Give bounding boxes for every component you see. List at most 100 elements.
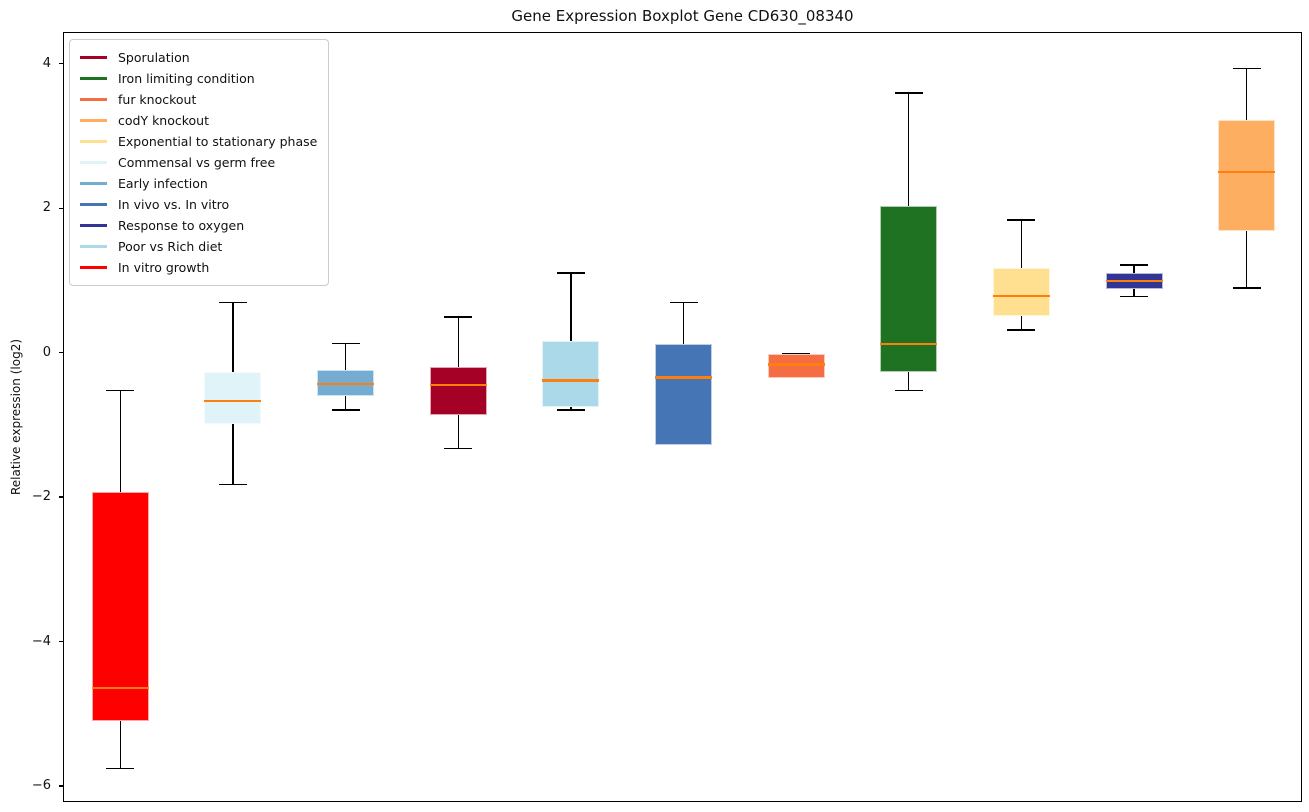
y-tick-label: 2 xyxy=(42,200,51,216)
median-line xyxy=(992,294,1050,297)
lower-whisker-cap xyxy=(1007,329,1036,331)
median-line xyxy=(655,376,712,379)
upper-whisker-cap xyxy=(1007,219,1036,221)
legend-label: Iron limiting condition xyxy=(118,71,255,86)
legend-item: Sporulation xyxy=(80,47,317,68)
median-line xyxy=(880,343,938,346)
legend-color-swatch xyxy=(80,140,107,143)
y-tick-mark xyxy=(59,352,64,354)
legend-color-swatch xyxy=(80,182,107,185)
lower-whisker xyxy=(119,720,121,769)
boxplot-box xyxy=(542,341,600,408)
legend-item: In vitro growth xyxy=(80,257,317,278)
lower-whisker-cap xyxy=(106,767,135,770)
lower-whisker-cap xyxy=(894,389,923,392)
lower-whisker-cap xyxy=(556,409,585,411)
legend-label: fur knockout xyxy=(118,92,197,107)
lower-whisker-cap xyxy=(444,447,473,450)
y-tick-label: −2 xyxy=(31,489,51,505)
legend-item: fur knockout xyxy=(80,89,317,110)
legend-color-swatch xyxy=(80,161,107,164)
upper-whisker xyxy=(908,92,910,207)
upper-whisker xyxy=(1020,220,1023,269)
legend-item: Early infection xyxy=(80,173,317,194)
boxplot-box xyxy=(655,344,712,445)
upper-whisker-cap xyxy=(331,342,360,345)
y-tick-mark xyxy=(59,496,64,498)
lower-whisker xyxy=(1133,289,1135,297)
legend-label: Response to oxygen xyxy=(118,218,245,233)
median-line xyxy=(317,382,375,386)
y-tick-mark xyxy=(59,640,64,643)
legend-item: codY knockout xyxy=(80,110,317,131)
y-tick-label: −6 xyxy=(31,778,51,794)
median-line xyxy=(429,383,487,386)
legend-item: Exponential to stationary phase xyxy=(80,131,317,152)
legend-color-swatch xyxy=(80,266,107,269)
legend-item: Response to oxygen xyxy=(80,215,317,236)
legend-item: Poor vs Rich diet xyxy=(80,236,317,257)
y-tick-label: 0 xyxy=(42,344,51,360)
upper-whisker-cap xyxy=(1120,264,1149,266)
upper-whisker-cap xyxy=(218,301,247,304)
legend-color-swatch xyxy=(80,56,107,59)
chart-title: Gene Expression Boxplot Gene CD630_08340 xyxy=(511,7,854,25)
lower-whisker xyxy=(1245,230,1248,288)
upper-whisker-cap xyxy=(444,316,473,318)
legend-item: Commensal vs germ free xyxy=(80,152,317,173)
boxplot-box xyxy=(429,367,487,416)
y-tick-mark xyxy=(59,207,64,209)
y-tick-mark xyxy=(59,63,64,65)
boxplot-box xyxy=(1218,119,1276,231)
lower-whisker-cap xyxy=(218,483,247,486)
legend-color-swatch xyxy=(80,203,107,206)
median-line xyxy=(91,687,149,690)
legend-color-swatch xyxy=(80,98,107,101)
upper-whisker xyxy=(682,302,685,345)
boxplot-box xyxy=(992,268,1050,317)
legend: Sporulation Iron limiting condition fur kn… xyxy=(69,39,330,286)
boxplot-box xyxy=(880,206,938,372)
legend-label: Commensal vs germ free xyxy=(118,155,276,170)
plot-area: Sporulation Iron limiting condition fur kn… xyxy=(63,32,1302,802)
boxplot-box xyxy=(91,491,149,721)
median-line xyxy=(767,363,825,366)
median-line xyxy=(1218,170,1276,173)
legend-label: Early infection xyxy=(118,176,208,191)
boxplot-box xyxy=(317,369,375,396)
legend-item: Iron limiting condition xyxy=(80,68,317,89)
legend-color-swatch xyxy=(80,224,107,227)
y-axis: 4 2 0 −2 −4 −6 xyxy=(0,32,64,802)
lower-whisker-cap xyxy=(1120,295,1149,298)
upper-whisker xyxy=(232,302,234,372)
upper-whisker-cap xyxy=(894,92,923,94)
upper-whisker-cap xyxy=(556,272,585,274)
lower-whisker xyxy=(570,407,572,411)
upper-whisker-cap xyxy=(106,389,135,392)
upper-whisker xyxy=(457,316,459,368)
legend-label: Sporulation xyxy=(118,50,190,65)
y-tick-label: 4 xyxy=(42,55,51,71)
legend-label: codY knockout xyxy=(118,113,210,128)
upper-whisker xyxy=(344,343,347,370)
upper-whisker xyxy=(1245,68,1248,120)
median-line xyxy=(542,379,600,382)
lower-whisker xyxy=(457,415,459,449)
lower-whisker-cap xyxy=(782,376,811,379)
lower-whisker-cap xyxy=(669,444,698,446)
legend-label: In vitro growth xyxy=(118,260,210,275)
lower-whisker xyxy=(1020,316,1023,330)
median-line xyxy=(204,400,262,403)
median-line xyxy=(1105,279,1163,282)
legend-color-swatch xyxy=(80,77,107,80)
upper-whisker-cap xyxy=(782,353,811,355)
upper-whisker xyxy=(1133,264,1135,273)
lower-whisker-cap xyxy=(1232,287,1261,289)
y-tick-label: −4 xyxy=(31,633,51,649)
lower-whisker xyxy=(344,395,347,411)
y-tick-mark xyxy=(59,785,64,787)
upper-whisker-cap xyxy=(669,301,698,304)
upper-whisker-cap xyxy=(1232,67,1261,70)
lower-whisker-cap xyxy=(331,409,360,411)
